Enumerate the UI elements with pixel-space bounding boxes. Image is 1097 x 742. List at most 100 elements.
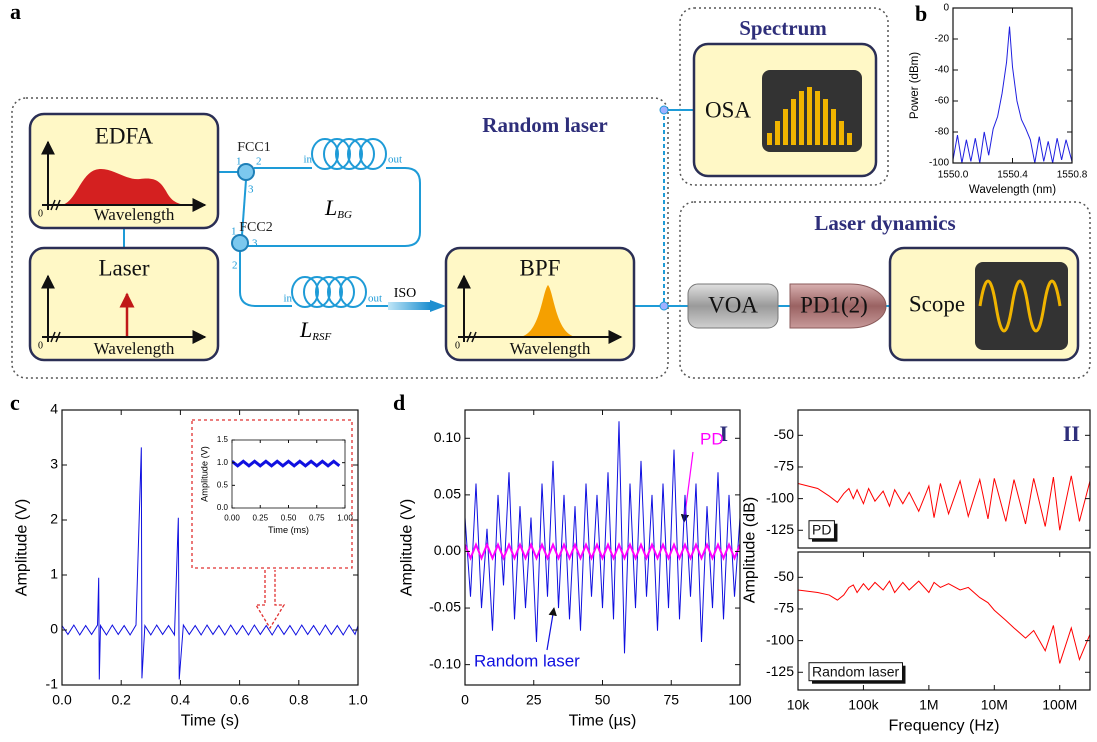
x-tick-label: 10k [787,696,811,712]
axis-zero: 0 [38,208,43,219]
x-tick-label: 75 [663,691,679,707]
x-tick-label: 1.00 [337,513,353,522]
fiber [241,179,247,236]
panel-label: d [393,390,405,415]
y-tick-label: -20 [935,34,950,45]
panel-label: b [915,1,927,26]
x-axis-label: Time (µs) [569,711,637,729]
x-axis-label: Time (s) [181,711,239,729]
x-tick-label: 10M [981,696,1008,712]
plot-background [232,440,345,508]
plot-frame [952,7,1073,164]
splitter [659,301,669,311]
fiber-end: in [283,293,292,305]
coil-loop [339,276,367,308]
series-line [465,421,740,654]
axis-break [50,331,61,343]
y-axis-label: Amplitude (V) [199,446,209,502]
x-axis-label: Frequency (Hz) [889,716,1000,734]
legend-label: PD [812,522,831,538]
chart: 0.0 0.2 0.4 0.6 0.8 1.0 -1 0 1 2 3 4 Time (s) Amplitu… [12,401,368,730]
fibers [123,105,890,312]
icon-bar [839,121,844,145]
coupler-label: FCC1 [237,140,270,155]
group-title: Spectrum [739,16,827,40]
plot-frame [464,409,741,686]
x-tick-label: 0.00 [224,513,240,522]
y-tick-label: -50 [774,426,794,442]
coil-loop [315,276,343,308]
y-tick-label: 1 [50,566,58,582]
y-tick-label: 1.5 [217,435,229,444]
pd-shape [789,283,887,329]
group-box [679,7,889,186]
x-tick-label: 0.2 [111,691,131,707]
series-line [465,542,740,561]
panel-label: c [10,390,20,415]
y-tick-label: -40 [935,65,950,76]
series-label: PD [700,429,724,448]
series-label: Random laser [474,651,580,670]
icon-bar [823,99,828,145]
y-tick-label: 0.0 [217,503,229,512]
series-line [62,447,358,680]
icon-bar [783,109,788,145]
y-tick-label: 0.00 [434,542,461,558]
group-box [11,97,669,379]
coil-loop [311,138,339,170]
coil-loop [327,276,355,308]
y-axis-label: Amplitude (dB) [740,497,758,603]
y-tick-label: -50 [774,568,794,584]
x-tick-label: 25 [526,691,542,707]
coil-loop [359,138,387,170]
x-tick-label: 0 [461,691,469,707]
y-tick-label: -60 [935,96,950,107]
y-tick-label: -80 [935,127,950,138]
coil-loop [323,138,351,170]
spectrum-icon [767,87,852,145]
axis-label: Wavelength [510,339,591,358]
x-tick-label: 1550.0 [938,170,969,181]
icon-bar [791,99,796,145]
component-label: PD1(2) [800,292,868,317]
x-tick-label: 1.0 [348,691,368,707]
x-tick-label: 100M [1042,696,1077,712]
annotation-arrow [546,607,557,651]
y-tick-label: -100 [929,158,949,169]
y-tick-label: -125 [766,521,794,537]
iso-label: ISO [394,286,417,301]
fiber-coil [311,138,387,170]
coupler-label: FCC2 [239,220,272,235]
icon-bar [767,133,772,145]
legend-box [808,662,903,682]
port: 2 [256,156,262,168]
y-tick-label: 2 [50,511,58,527]
component-label: BPF [520,255,561,280]
x-tick-label: 0.50 [281,513,297,522]
series-line [798,580,1090,664]
axis-label: Wavelength [94,205,175,224]
panel-sublabel: II [1063,421,1080,446]
icon-bar [831,109,836,145]
x-tick-label: 0.75 [309,513,325,522]
y-tick-label: -75 [774,458,794,474]
x-tick-label: 50 [595,691,611,707]
coil-loop [291,276,319,308]
axis-zero: 0 [38,340,43,351]
y-tick-label: 0.5 [217,480,229,489]
icon-bar [799,91,804,145]
chart: 0.00 0.25 0.50 0.75 1.00 0.0 0.5 1.0 1.5 Time (ms… [199,435,353,535]
component-label: VOA [708,292,758,317]
chart: 0 25 50 75 100 -0.10 -0.05 0.00 0.05 0.10 Time (µs… [397,409,752,729]
component-label: OSA [705,97,751,122]
chart: 1550.0 1550.4 1550.8 0 -20 -40 -60 -80 -100 Wavel… [909,3,1088,196]
group-title: Random laser [482,113,607,137]
voa-box [687,283,779,329]
fiber [239,251,292,307]
coil-loop [335,138,363,170]
component-label: Scope [909,291,965,316]
y-tick-label: 0.05 [434,486,461,502]
waveform-icon [978,279,1062,333]
axis-zero: 0 [455,340,460,351]
icon-bar [775,121,780,145]
